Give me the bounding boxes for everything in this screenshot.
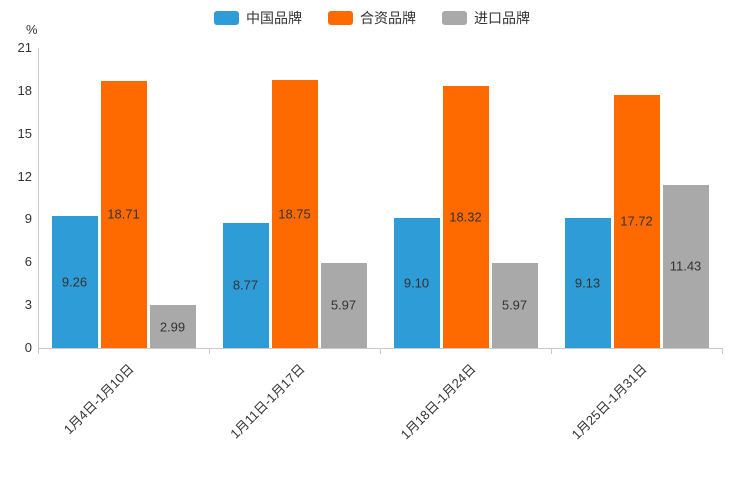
y-axis-unit-label: %: [26, 22, 38, 37]
x-axis-category-label: 1月4日-1月10日: [60, 361, 137, 438]
bar-series-3-group-4: [662, 184, 709, 348]
bar-series-3-group-2: [320, 262, 367, 348]
y-axis-tick-label: 15: [17, 125, 32, 141]
legend-label: 合资品牌: [360, 10, 416, 26]
bar-series-2-group-1: [100, 80, 147, 348]
legend-label: 进口品牌: [474, 10, 530, 26]
bar-value-label: 17.72: [620, 213, 653, 229]
legend-swatch-icon: [328, 11, 353, 25]
y-axis-tick-label: 9: [24, 211, 32, 227]
bar-value-label: 2.99: [159, 319, 186, 335]
x-axis-tick: [38, 348, 39, 354]
legend-swatch-icon: [214, 11, 239, 25]
x-axis-tick: [722, 348, 723, 354]
legend-swatch-icon: [442, 11, 467, 25]
y-axis-line: [38, 48, 39, 348]
x-axis-category-label: 1月11日-1月17日: [226, 361, 308, 442]
legend-item-2[interactable]: 合资品牌: [328, 8, 416, 28]
legend-label: 中国品牌: [246, 10, 302, 26]
bar-series-2-group-3: [442, 86, 489, 348]
x-axis-category-label: 1月18日-1月24日: [397, 361, 479, 443]
y-axis-tick-label: 21: [17, 40, 32, 55]
bar-value-label: 9.26: [61, 274, 88, 290]
y-axis-tick-label: 3: [24, 297, 32, 313]
bar-value-label: 18.71: [107, 206, 140, 222]
bar-value-label: 18.32: [449, 209, 482, 225]
x-axis-tick: [551, 348, 552, 354]
bar-value-label: 5.97: [330, 297, 357, 313]
x-axis-category-label: 1月25日-1月31日: [568, 361, 650, 443]
y-axis-tick-label: 12: [17, 168, 32, 184]
bar-series-2-group-4: [613, 94, 660, 348]
bar-series-1-group-2: [222, 222, 269, 348]
y-axis-tick-label: 18: [17, 82, 32, 98]
bar-series-1-group-4: [564, 217, 611, 348]
x-axis-tick: [380, 348, 381, 354]
bar-series-1-group-1: [51, 215, 98, 348]
bar-value-label: 5.97: [501, 297, 528, 313]
bar-value-label: 18.75: [278, 206, 311, 222]
bar-value-label: 9.13: [574, 275, 601, 291]
legend: 中国品牌 合资品牌 进口品牌: [0, 8, 744, 28]
y-axis-tick-label: 0: [24, 340, 32, 355]
y-axis-tick-label: 6: [24, 254, 32, 270]
bar-value-label: 11.43: [669, 258, 702, 274]
x-axis-tick: [209, 348, 210, 354]
bar-series-2-group-2: [271, 80, 318, 348]
bar-series-3-group-1: [149, 305, 196, 348]
bar-series-3-group-3: [491, 262, 538, 348]
legend-item-3[interactable]: 进口品牌: [442, 8, 530, 28]
bar-value-label: 9.10: [403, 275, 430, 291]
bar-series-1-group-3: [393, 218, 440, 348]
legend-item-1[interactable]: 中国品牌: [214, 8, 302, 28]
bar-value-label: 8.77: [232, 277, 259, 293]
